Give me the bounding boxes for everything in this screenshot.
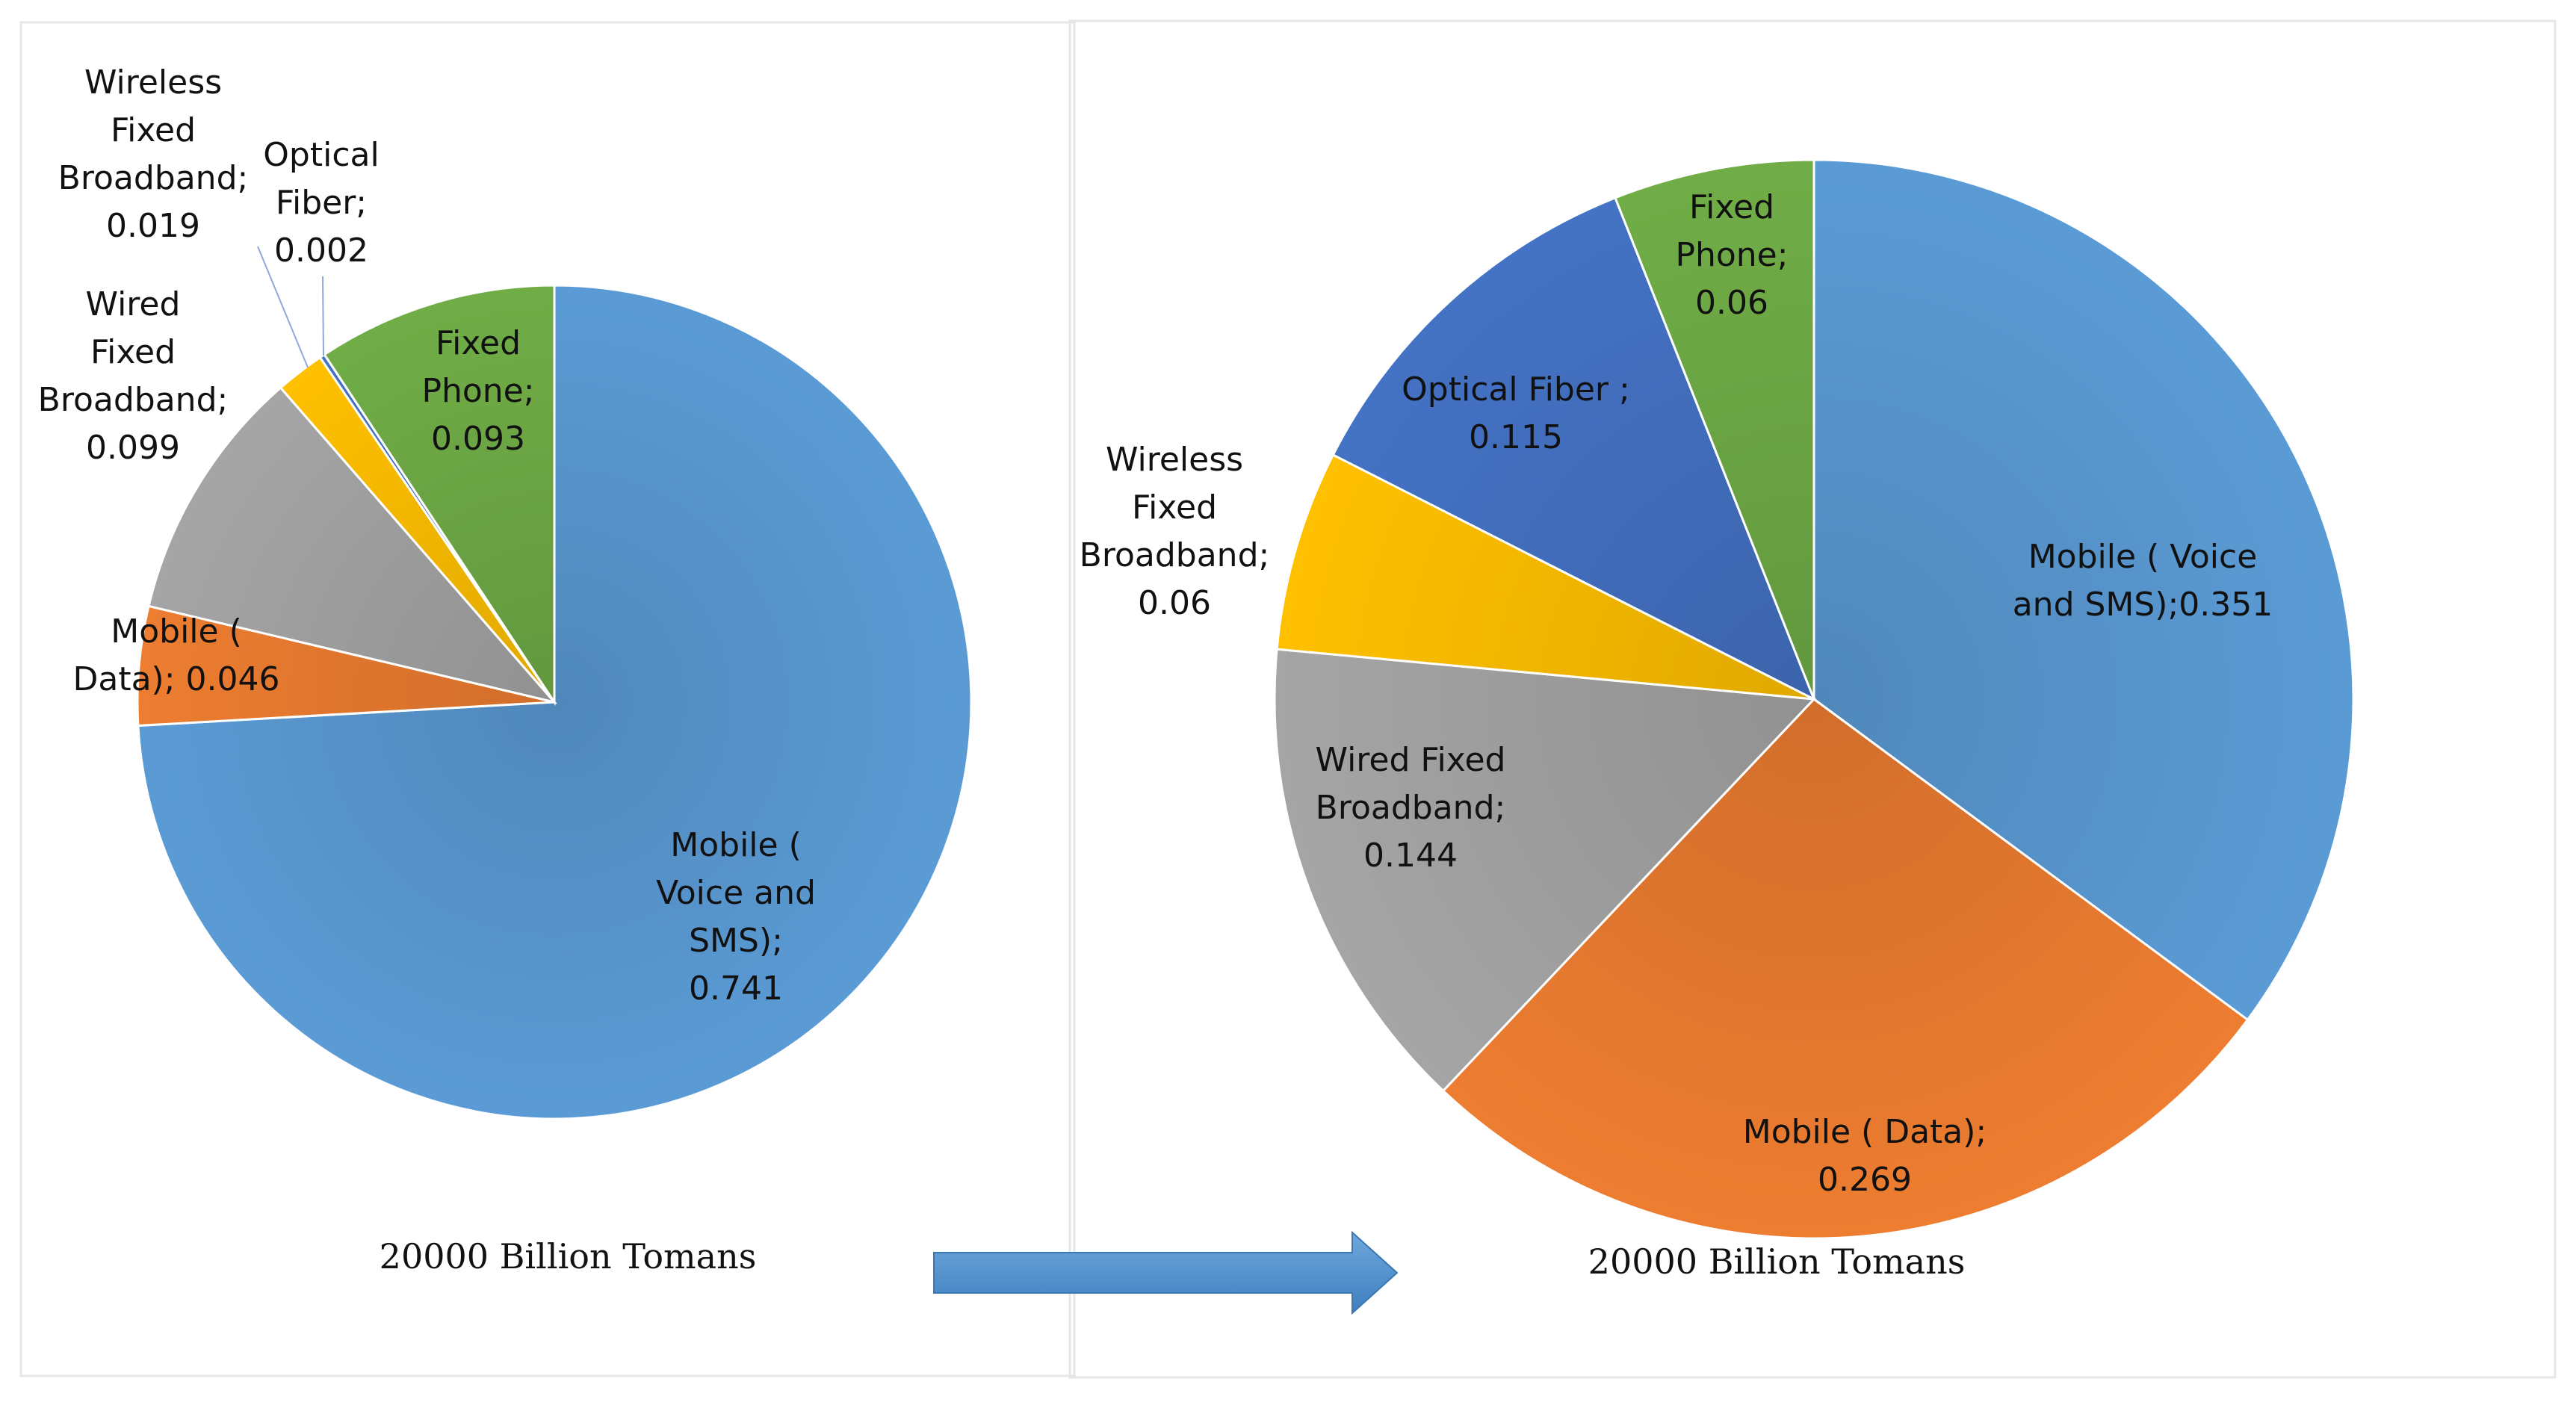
slice-label-line-0-3-2: Broadband;	[58, 159, 249, 197]
slice-label-line-1-2-0: Wired Fixed	[1316, 741, 1506, 779]
slice-label-line-0-2-2: Broadband;	[38, 381, 229, 419]
pie-chart-left: Mobile ( Voice and SMS); 0.741 Mobile ( Data)…	[38, 63, 973, 1120]
slice-label-line-1-0-1: and SMS);0.351	[2013, 586, 2273, 624]
leader-line-wireless	[257, 246, 309, 368]
pie-slice-0-5	[323, 284, 556, 706]
slice-label-line-0-5-1: Phone;	[421, 372, 534, 410]
slice-label-line-1-5-1: Phone;	[1675, 236, 1788, 274]
right-chart-caption: 20000 Billion Tomans	[1588, 1241, 1966, 1282]
slice-label-0-3: Wireless Fixed Broadband; 0.019	[58, 63, 249, 245]
slice-label-line-0-0-3: 0.741	[689, 970, 783, 1008]
slice-label-line-0-2-3: 0.099	[86, 429, 180, 467]
slice-label-line-1-5-2: 0.06	[1695, 284, 1768, 322]
left-panel-frame	[19, 21, 1076, 1377]
slice-label-line-1-5-0: Fixed	[1689, 188, 1774, 226]
slice-label-line-0-2-1: Fixed	[90, 333, 176, 371]
slice-label-line-0-3-0: Wireless	[84, 63, 222, 102]
slice-label-line-0-3-3: 0.019	[106, 207, 200, 245]
pie-chart-right: Mobile ( Voice and SMS);0.351 Mobile ( Dat…	[1080, 158, 2355, 1240]
right-panel-frame	[1068, 19, 2557, 1379]
slice-label-line-1-1-0: Mobile ( Data);	[1743, 1113, 1987, 1151]
pie-slice-0-1	[136, 604, 555, 728]
slice-label-line-0-3-1: Fixed	[111, 111, 196, 149]
slice-label-line-1-3-0: Wireless	[1106, 441, 1243, 479]
slice-label-line-0-1-1: Data); 0.046	[73, 660, 280, 698]
pie-slice-1-3	[1275, 453, 1815, 701]
pie-slice-1-4	[1331, 196, 1816, 702]
slice-label-line-1-0-0: Mobile ( Voice	[2028, 538, 2258, 576]
slice-label-line-0-5-2: 0.093	[431, 420, 525, 458]
pie-slice-1-1	[1441, 698, 2250, 1240]
left-chart-caption: 20000 Billion Tomans	[380, 1236, 757, 1277]
slice-label-line-0-5-0: Fixed	[436, 324, 521, 362]
pie-slice-1-5	[1614, 158, 1815, 700]
slice-label-line-0-0-1: Voice and	[656, 874, 816, 912]
slice-label-line-0-0-2: SMS);	[689, 922, 783, 960]
slice-label-1-2: Wired Fixed Broadband; 0.144	[1316, 741, 1506, 875]
slice-label-line-1-3-2: Broadband;	[1080, 536, 1270, 574]
slice-label-line-0-4-2: 0.002	[274, 232, 368, 270]
slice-label-line-1-1-1: 0.269	[1818, 1161, 1912, 1199]
slice-label-line-1-4-1: 0.115	[1469, 418, 1563, 456]
slice-label-1-3: Wireless Fixed Broadband; 0.06	[1080, 441, 1270, 622]
slice-label-0-0: Mobile ( Voice and SMS); 0.741	[656, 826, 816, 1008]
pie-slice-1-2	[1273, 648, 1817, 1093]
pie-slice-1-0	[1812, 158, 2355, 1022]
slice-label-line-0-2-0: Wired	[86, 285, 181, 323]
slice-label-0-5: Fixed Phone; 0.093	[421, 324, 534, 458]
slice-label-1-4: Optical Fiber ; 0.115	[1402, 370, 1630, 456]
slice-label-0-2: Wired Fixed Broadband; 0.099	[38, 285, 229, 467]
slice-label-line-1-2-2: 0.144	[1363, 837, 1458, 875]
slice-label-line-0-1-0: Mobile (	[111, 612, 241, 651]
slice-label-line-0-4-1: Fiber;	[276, 184, 367, 222]
slice-label-0-1: Mobile ( Data); 0.046	[73, 612, 280, 698]
slice-label-1-0: Mobile ( Voice and SMS);0.351	[2013, 538, 2273, 624]
pie-slice-0-2	[147, 386, 558, 704]
slice-label-line-0-0-0: Mobile (	[670, 826, 801, 864]
transition-arrow	[933, 1230, 1399, 1315]
slice-label-1-1: Mobile ( Data); 0.269	[1743, 1113, 1987, 1199]
slice-label-line-1-4-0: Optical Fiber ;	[1402, 370, 1630, 409]
slice-label-line-1-2-1: Broadband;	[1316, 789, 1506, 827]
slice-label-0-4: Optical Fiber; 0.002	[263, 136, 379, 270]
slice-label-1-5: Fixed Phone; 0.06	[1675, 188, 1788, 322]
slice-label-line-0-4-0: Optical	[263, 136, 379, 174]
slice-label-line-1-3-3: 0.06	[1138, 584, 1211, 622]
slice-label-line-1-3-1: Fixed	[1132, 488, 1217, 527]
